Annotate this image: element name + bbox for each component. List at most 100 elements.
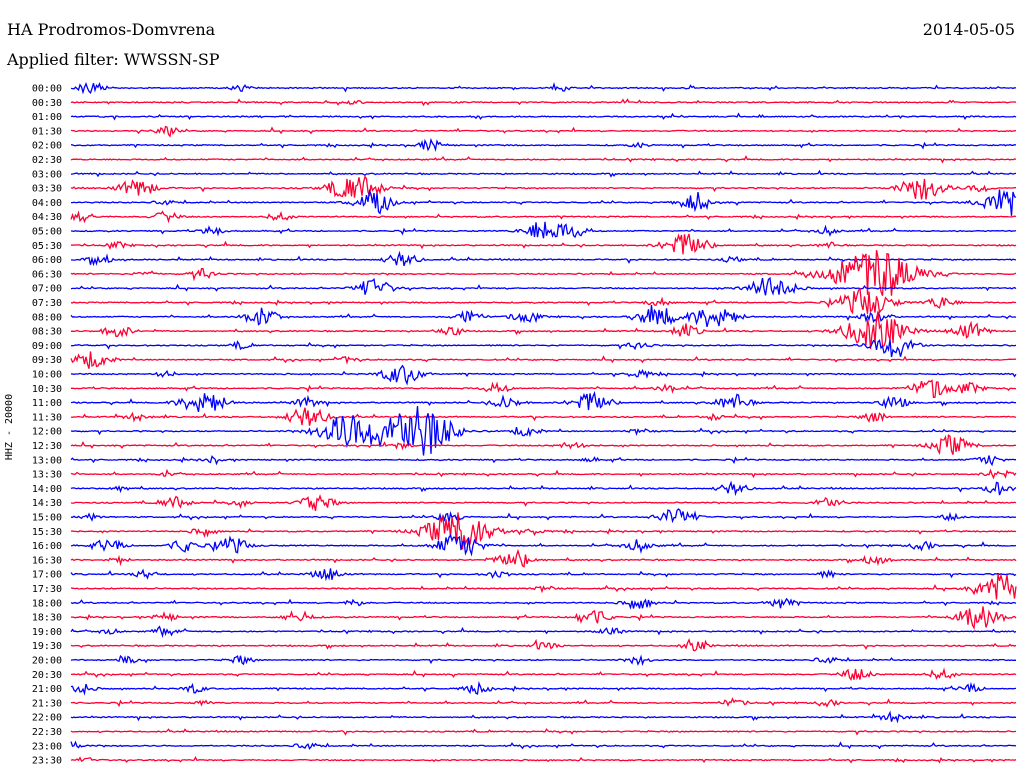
row-tick-label: 17:30	[32, 584, 62, 595]
trace-2030	[71, 667, 1017, 681]
trace-0730	[70, 287, 1016, 315]
row-tick-label: 04:00	[32, 198, 62, 209]
row-tick-label: 05:30	[32, 241, 62, 252]
row-tick-label: 11:30	[32, 412, 62, 423]
row-tick-label: 17:00	[32, 570, 62, 581]
row-tick-label: 23:00	[32, 741, 62, 752]
row-tick-label: 22:30	[32, 727, 62, 738]
trace-1430	[70, 494, 1017, 512]
row-tick-label: 18:00	[32, 598, 62, 609]
trace-0230	[70, 154, 1017, 164]
row-tick-label: 06:00	[32, 255, 62, 266]
trace-0700	[70, 276, 1017, 296]
row-tick-label: 20:00	[32, 656, 62, 667]
trace-0300	[70, 169, 1017, 178]
trace-0030	[70, 98, 1017, 107]
row-tick-label: 14:00	[32, 484, 62, 495]
trace-2130	[70, 697, 1017, 708]
row-tick-label: 16:00	[32, 541, 62, 552]
trace-1400	[70, 480, 1017, 497]
row-tick-label: 13:30	[32, 470, 62, 481]
trace-0430	[70, 210, 1017, 224]
trace-1900	[70, 625, 1017, 639]
trace-0000	[70, 81, 1017, 95]
trace-1000	[70, 364, 1017, 386]
trace-1100	[70, 390, 1017, 412]
row-tick-label: 03:00	[32, 169, 62, 180]
row-tick-label: 19:00	[32, 627, 62, 638]
row-tick-label: 12:30	[32, 441, 62, 452]
trace-1300	[70, 455, 1016, 467]
row-tick-label: 11:00	[32, 398, 62, 409]
trace-2300	[70, 740, 1017, 750]
row-tick-label: 00:30	[32, 98, 62, 109]
trace-1930	[70, 638, 1017, 652]
trace-1230	[70, 434, 1017, 456]
row-tick-label: 23:30	[32, 756, 62, 767]
trace-0600	[70, 250, 1017, 267]
trace-1500	[70, 508, 1017, 524]
row-tick-label: 18:30	[32, 613, 62, 624]
row-tick-label: 09:30	[32, 355, 62, 366]
row-tick-label: 16:30	[32, 555, 62, 566]
trace-2100	[70, 680, 1017, 696]
trace-1600	[70, 533, 1017, 557]
date-label: 2014-05-05	[922, 20, 1015, 39]
trace-0500	[70, 221, 1017, 239]
row-tick-label: 04:30	[32, 212, 62, 223]
row-tick-label: 10:00	[32, 370, 62, 381]
trace-1800	[70, 597, 1017, 610]
row-tick-label: 06:30	[32, 269, 62, 280]
row-tick-label: 21:30	[32, 698, 62, 709]
row-tick-label: 01:00	[32, 112, 62, 123]
row-tick-label: 05:00	[32, 227, 62, 238]
trace-1030	[71, 379, 1017, 399]
trace-0900	[70, 339, 1017, 358]
row-tick-label: 08:00	[32, 312, 62, 323]
row-tick-label: 09:00	[32, 341, 62, 352]
filter-label: Applied filter: WWSSN-SP	[7, 50, 220, 69]
row-tick-label: 03:30	[32, 184, 62, 195]
station-title: HA Prodromos-Domvrena	[7, 20, 216, 39]
row-tick-label: 15:30	[32, 527, 62, 538]
row-tick-label: 00:00	[32, 84, 62, 95]
trace-2330	[70, 755, 1017, 764]
row-tick-label: 14:30	[32, 498, 62, 509]
trace-0130	[70, 125, 1017, 138]
trace-0930	[70, 351, 1017, 369]
trace-0630	[70, 250, 1017, 296]
trace-1200	[70, 405, 1017, 456]
trace-1630	[70, 548, 1017, 568]
trace-0830	[70, 312, 1017, 349]
trace-1700	[70, 568, 1017, 582]
row-tick-label: 07:00	[32, 284, 62, 295]
row-tick-label: 12:00	[32, 427, 62, 438]
row-tick-label: 07:30	[32, 298, 62, 309]
trace-0530	[70, 233, 1017, 255]
trace-2230	[70, 728, 1017, 736]
trace-0800	[70, 305, 1017, 328]
row-tick-label: 13:00	[32, 455, 62, 466]
row-tick-label: 01:30	[32, 126, 62, 137]
trace-1830	[70, 606, 1017, 631]
row-tick-label: 08:30	[32, 327, 62, 338]
row-tick-label: 21:00	[32, 684, 62, 695]
row-tick-label: 10:30	[32, 384, 62, 395]
trace-0200	[70, 137, 1017, 153]
trace-1130	[70, 407, 1017, 426]
trace-2000	[70, 654, 1017, 667]
row-tick-label: 20:30	[32, 670, 62, 681]
row-tick-label: 19:30	[32, 641, 62, 652]
trace-0330	[70, 175, 1016, 200]
trace-1530	[70, 512, 1017, 550]
trace-1330	[70, 468, 1017, 480]
trace-0100	[70, 112, 1017, 121]
row-tick-label: 02:30	[32, 155, 62, 166]
row-tick-label: 15:00	[32, 513, 62, 524]
row-tick-label: 02:00	[32, 141, 62, 152]
row-tick-label: 22:00	[32, 713, 62, 724]
trace-2200	[70, 710, 1017, 724]
trace-1730	[70, 573, 1017, 600]
